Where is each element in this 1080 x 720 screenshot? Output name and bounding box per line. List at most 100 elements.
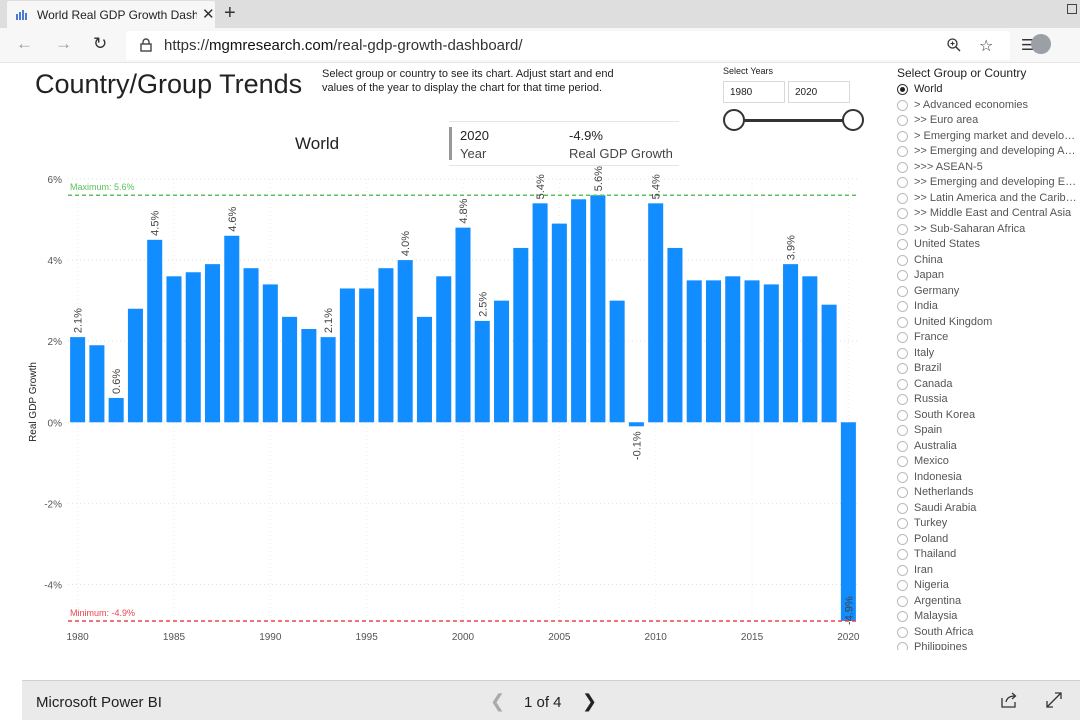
bar[interactable] [243, 268, 259, 423]
radio-icon[interactable] [897, 626, 908, 638]
profile-avatar[interactable] [1031, 34, 1051, 54]
radio-icon[interactable] [897, 394, 908, 405]
bar[interactable] [166, 276, 182, 423]
radio-icon[interactable] [897, 208, 908, 219]
bar[interactable] [609, 300, 625, 423]
radio-icon[interactable] [897, 564, 908, 576]
radio-icon[interactable] [897, 471, 908, 483]
bar[interactable] [648, 203, 664, 423]
bar[interactable] [204, 264, 221, 423]
bar[interactable] [127, 308, 143, 423]
close-tab-icon[interactable]: ✕ [202, 6, 215, 23]
bar[interactable] [571, 199, 587, 423]
bar[interactable] [301, 329, 317, 423]
slicer-item[interactable]: > Advanced economies [897, 98, 1077, 114]
slicer-item[interactable]: Brazil [897, 361, 1077, 377]
slicer-item[interactable]: Australia [897, 439, 1077, 455]
bar[interactable] [763, 284, 779, 423]
bar[interactable] [783, 264, 799, 423]
country-slicer[interactable]: World > Advanced economies >> Euro area > E… [897, 82, 1077, 650]
bar[interactable] [185, 272, 201, 423]
bar[interactable] [494, 300, 510, 423]
bar[interactable] [378, 268, 394, 423]
radio-icon[interactable] [897, 580, 908, 591]
bar[interactable] [821, 304, 837, 423]
slicer-item[interactable]: Netherlands [897, 485, 1077, 501]
bar[interactable] [725, 276, 741, 423]
bar[interactable] [339, 288, 355, 423]
slicer-item[interactable]: Nigeria [897, 578, 1077, 594]
slicer-item[interactable]: Philippines [897, 640, 1077, 650]
slicer-item[interactable]: South Africa [897, 625, 1077, 641]
zoom-icon[interactable] [947, 38, 961, 52]
radio-icon[interactable] [897, 347, 908, 359]
slicer-item[interactable]: Indonesia [897, 470, 1077, 486]
radio-icon[interactable] [897, 487, 908, 498]
slicer-item[interactable]: India [897, 299, 1077, 315]
bar[interactable] [359, 288, 375, 423]
bar[interactable] [705, 280, 722, 423]
favorite-star-icon[interactable]: ☆ [979, 38, 994, 55]
slicer-item[interactable]: Malaysia [897, 609, 1077, 625]
bar[interactable] [840, 422, 856, 621]
radio-icon[interactable] [897, 518, 908, 529]
bar[interactable] [455, 227, 471, 423]
end-year-handle[interactable] [842, 109, 864, 131]
bar[interactable] [744, 280, 760, 423]
slicer-item[interactable]: United Kingdom [897, 315, 1077, 331]
radio-icon[interactable] [897, 502, 908, 514]
radio-icon[interactable] [897, 378, 908, 390]
slicer-item[interactable]: >> Emerging and developing Asia [897, 144, 1077, 160]
bar[interactable] [628, 422, 644, 427]
bar[interactable] [262, 284, 278, 423]
restore-window-icon[interactable] [1067, 4, 1077, 14]
new-tab-icon[interactable]: + [224, 2, 236, 24]
slicer-item[interactable]: >> Emerging and developing Europe [897, 175, 1077, 191]
slicer-item[interactable]: Germany [897, 284, 1077, 300]
bar[interactable] [513, 247, 529, 423]
radio-icon[interactable] [897, 239, 908, 250]
radio-icon[interactable] [897, 595, 908, 607]
slicer-item[interactable]: Saudi Arabia [897, 501, 1077, 517]
slicer-item[interactable]: South Korea [897, 408, 1077, 424]
slicer-item[interactable]: Iran [897, 563, 1077, 579]
bar[interactable] [282, 316, 298, 423]
bar[interactable] [147, 239, 163, 423]
slicer-item[interactable]: France [897, 330, 1077, 346]
radio-icon[interactable] [897, 84, 908, 95]
slicer-item[interactable]: >> Middle East and Central Asia [897, 206, 1077, 222]
slicer-item[interactable]: Italy [897, 346, 1077, 362]
slicer-item[interactable]: Turkey [897, 516, 1077, 532]
radio-icon[interactable] [897, 130, 908, 142]
bar[interactable] [436, 276, 452, 423]
radio-icon[interactable] [897, 316, 908, 328]
bar[interactable] [532, 203, 548, 423]
slicer-item[interactable]: Argentina [897, 594, 1077, 610]
bar[interactable] [667, 247, 683, 423]
radio-icon[interactable] [897, 115, 908, 126]
slicer-item[interactable]: >> Euro area [897, 113, 1077, 129]
slicer-item[interactable]: Mexico [897, 454, 1077, 470]
radio-icon[interactable] [897, 409, 908, 421]
slicer-item[interactable]: >>> ASEAN-5 [897, 160, 1077, 176]
slicer-item[interactable]: Canada [897, 377, 1077, 393]
radio-icon[interactable] [897, 161, 908, 173]
radio-icon[interactable] [897, 456, 908, 467]
start-year-input[interactable]: 1980 [723, 81, 785, 103]
bar[interactable] [108, 397, 124, 423]
radio-icon[interactable] [897, 332, 908, 343]
bar[interactable] [224, 235, 240, 423]
radio-icon[interactable] [897, 192, 908, 204]
radio-icon[interactable] [897, 223, 908, 235]
radio-icon[interactable] [897, 549, 908, 560]
radio-icon[interactable] [897, 363, 908, 374]
end-year-input[interactable]: 2020 [788, 81, 850, 103]
bar[interactable] [89, 345, 105, 423]
slicer-item[interactable]: United States [897, 237, 1077, 253]
next-page-icon[interactable]: ❯ [582, 691, 598, 711]
bar[interactable] [686, 280, 702, 423]
previous-page-icon[interactable]: ❮ [490, 691, 506, 711]
url-text[interactable]: https://mgmresearch.com/real-gdp-growth-… [164, 37, 523, 54]
slicer-item[interactable]: Russia [897, 392, 1077, 408]
radio-icon[interactable] [897, 425, 908, 436]
